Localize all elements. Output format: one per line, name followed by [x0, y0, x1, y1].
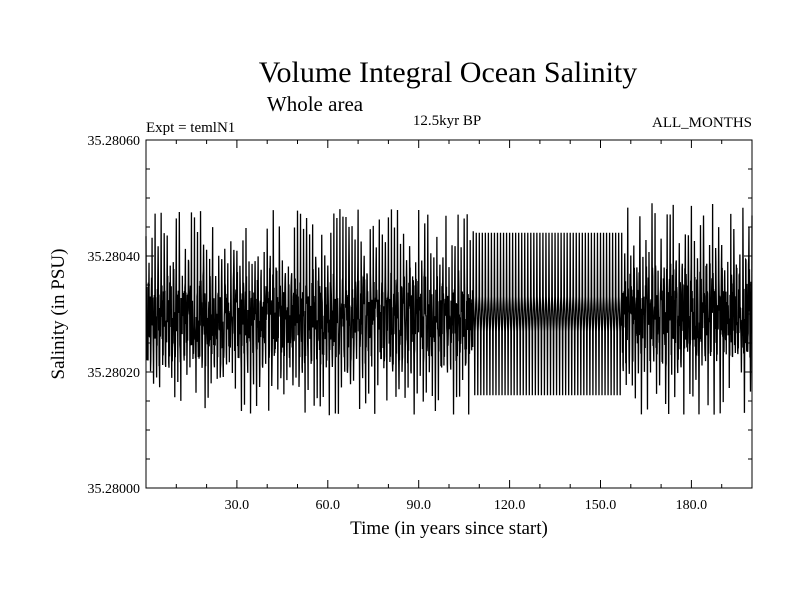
x-tick-label: 60.0 — [316, 498, 341, 513]
experiment-label: Expt = temlN1 — [146, 120, 235, 136]
y-tick-label: 35.28020 — [88, 366, 141, 381]
months-label: ALL_MONTHS — [652, 115, 752, 131]
x-tick-label: 120.0 — [494, 498, 526, 513]
period-label: 12.5kyr BP — [413, 113, 481, 129]
y-axis-label: Salinity (in PSU) — [48, 249, 69, 380]
x-tick-label: 180.0 — [676, 498, 708, 513]
y-tick-label: 35.28000 — [88, 482, 141, 497]
salinity-line — [145, 203, 753, 416]
y-tick-label: 35.28040 — [88, 250, 141, 265]
x-tick-label: 90.0 — [406, 498, 431, 513]
x-axis-ticks: 30.0 60.0 90.0 120.0 150.0 180.0 — [175, 140, 723, 513]
y-axis-ticks: 35.28000 35.28020 35.28040 35.28060 — [88, 134, 752, 497]
y-tick-label: 35.28060 — [88, 134, 141, 149]
salinity-series — [145, 203, 753, 416]
x-tick-label: 30.0 — [225, 498, 250, 513]
x-axis-label: Time (in years since start) — [350, 518, 548, 539]
chart-title: Volume Integral Ocean Salinity — [259, 56, 638, 89]
x-tick-label: 150.0 — [585, 498, 617, 513]
chart-subtitle: Whole area — [267, 92, 364, 116]
